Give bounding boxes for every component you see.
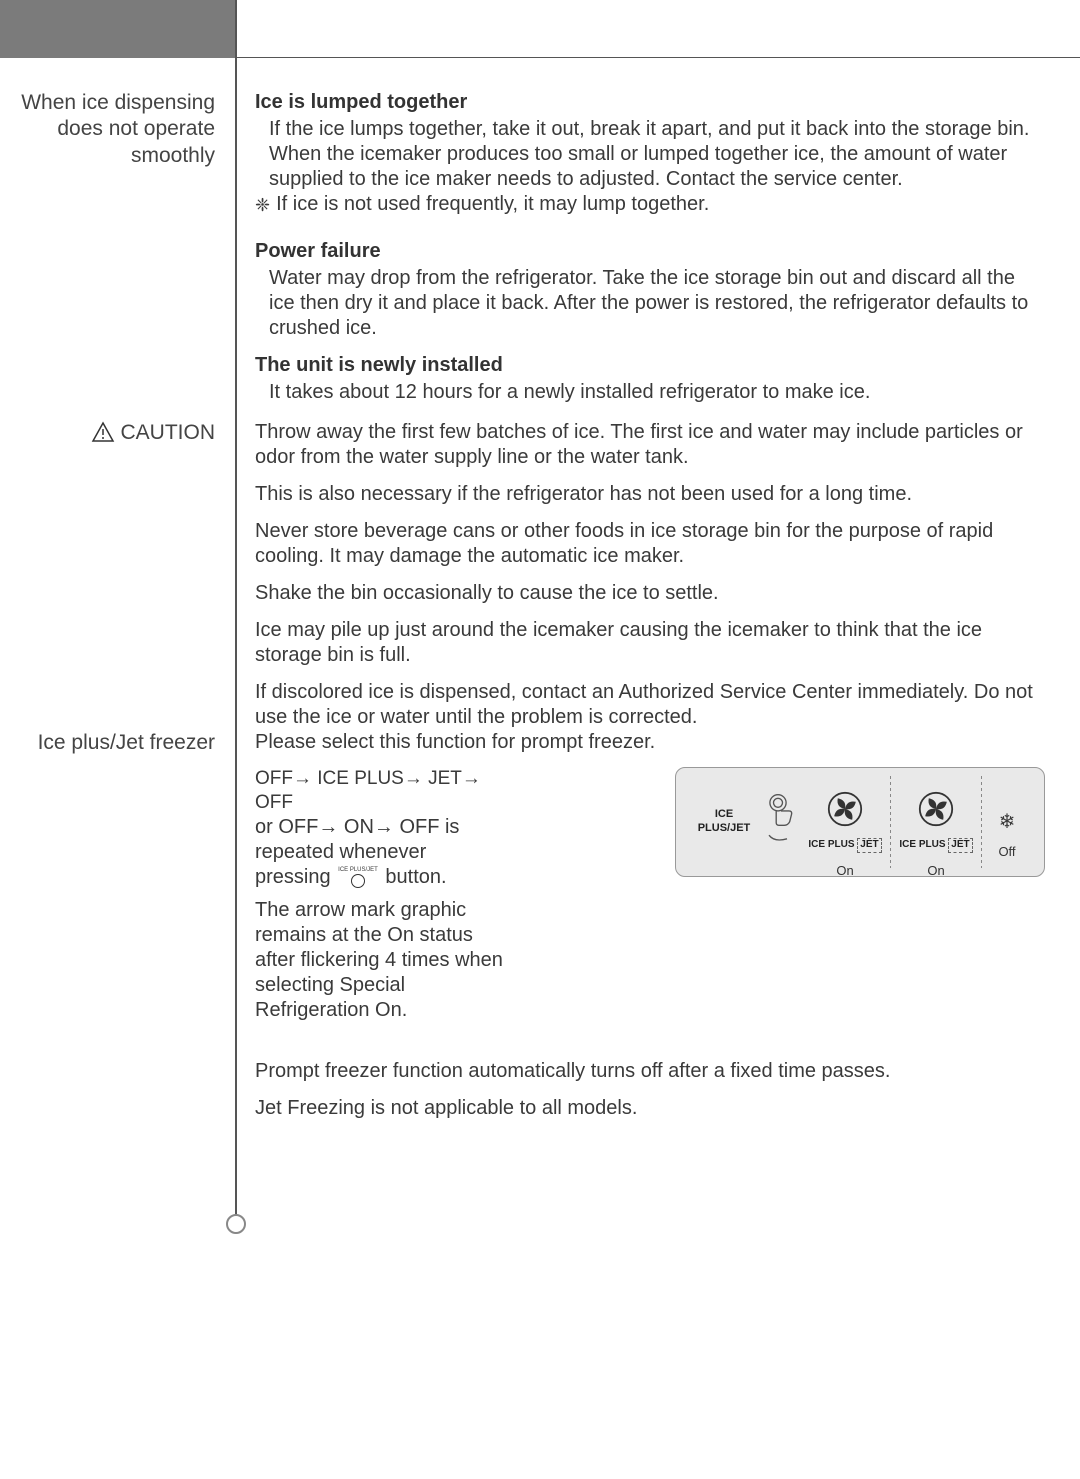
note-line: ❈ If ice is not used frequently, it may … xyxy=(255,192,1045,217)
panel-state-2: ICE PLUS JET On xyxy=(891,791,981,853)
panel-mode-text: ICE PLUS JET xyxy=(800,838,890,853)
body-text: It takes about 12 hours for a newly inst… xyxy=(255,380,1045,405)
section-label: Ice plus/Jet freezer xyxy=(0,730,215,756)
panel-mode-text: ICE PLUS JET xyxy=(891,838,981,853)
note-icon: ❈ xyxy=(255,192,270,217)
body-text: Never store beverage cans or other foods… xyxy=(255,519,1045,569)
indicator-panel: ICE PLUS/JET ICE PLUS xyxy=(675,767,1045,877)
hand-icon xyxy=(760,792,800,853)
body-text: Water may drop from the refrigerator. Ta… xyxy=(255,266,1045,341)
section-content: Ice is lumped together If the ice lumps … xyxy=(255,90,1045,405)
mode-text-column: OFF→ ICE PLUS→ JET→ OFF or OFF→ ON→ OFF … xyxy=(255,767,505,1023)
vertical-divider xyxy=(235,0,237,1224)
panel-state-3: ❄ Off xyxy=(982,810,1032,835)
panel-state-1: ICE PLUS JET On xyxy=(800,791,890,853)
section-label: When ice dispensing does not operate smo… xyxy=(0,90,215,169)
seq-suffix: button. xyxy=(385,866,446,888)
body-text: The arrow mark graphic remains at the On… xyxy=(255,898,505,1023)
caution-label-block: CAUTION xyxy=(0,420,215,446)
panel-status: On xyxy=(800,863,890,879)
panel-status: Off xyxy=(982,844,1032,860)
body-text: If discolored ice is dispensed, contact … xyxy=(255,680,1045,730)
subheading-lumped: Ice is lumped together xyxy=(255,90,1045,115)
body-text: Ice may pile up just around the icemaker… xyxy=(255,618,1045,668)
subheading-power: Power failure xyxy=(255,239,1045,264)
caution-triangle-icon xyxy=(91,421,115,445)
button-circle-icon xyxy=(351,874,365,888)
timeline-dot xyxy=(226,1214,246,1234)
horizontal-divider xyxy=(235,57,1080,58)
body-text: When the icemaker produces too small or … xyxy=(255,142,1045,192)
caution-content: Throw away the first few batches of ice.… xyxy=(255,420,1045,742)
body-text: If the ice lumps together, take it out, … xyxy=(255,117,1045,142)
body-text: Prompt freezer function automatically tu… xyxy=(255,1059,1045,1084)
note-text: If ice is not used frequently, it may lu… xyxy=(276,192,709,217)
mode-description-block: OFF→ ICE PLUS→ JET→ OFF or OFF→ ON→ OFF … xyxy=(255,767,1045,1023)
sequence-text: OFF→ ICE PLUS→ JET→ OFF xyxy=(255,767,505,815)
snowflake-icon: ❄ xyxy=(982,810,1032,835)
panel-label: ICE PLUS/JET xyxy=(688,808,760,836)
caution-label: CAUTION xyxy=(121,420,216,446)
header-tab xyxy=(0,0,235,58)
body-text: Throw away the first few batches of ice.… xyxy=(255,420,1045,470)
subheading-new-install: The unit is newly installed xyxy=(255,353,1045,378)
panel-status: On xyxy=(891,863,981,879)
button-tiny-label: ICE PLUS/JET xyxy=(338,867,378,873)
section-content: Please select this function for prompt f… xyxy=(255,730,1045,1133)
body-text: Shake the bin occasionally to cause the … xyxy=(255,581,1045,606)
body-text: This is also necessary if the refrigerat… xyxy=(255,482,1045,507)
fan-icon xyxy=(827,791,863,827)
sequence-line-2: or OFF→ ON→ OFF is repeated whenever pre… xyxy=(255,815,505,890)
button-graphic-inline: ICE PLUS/JET xyxy=(338,867,378,888)
body-text: Jet Freezing is not applicable to all mo… xyxy=(255,1096,1045,1121)
fan-icon xyxy=(918,791,954,827)
intro-text: Please select this function for prompt f… xyxy=(255,730,1045,755)
